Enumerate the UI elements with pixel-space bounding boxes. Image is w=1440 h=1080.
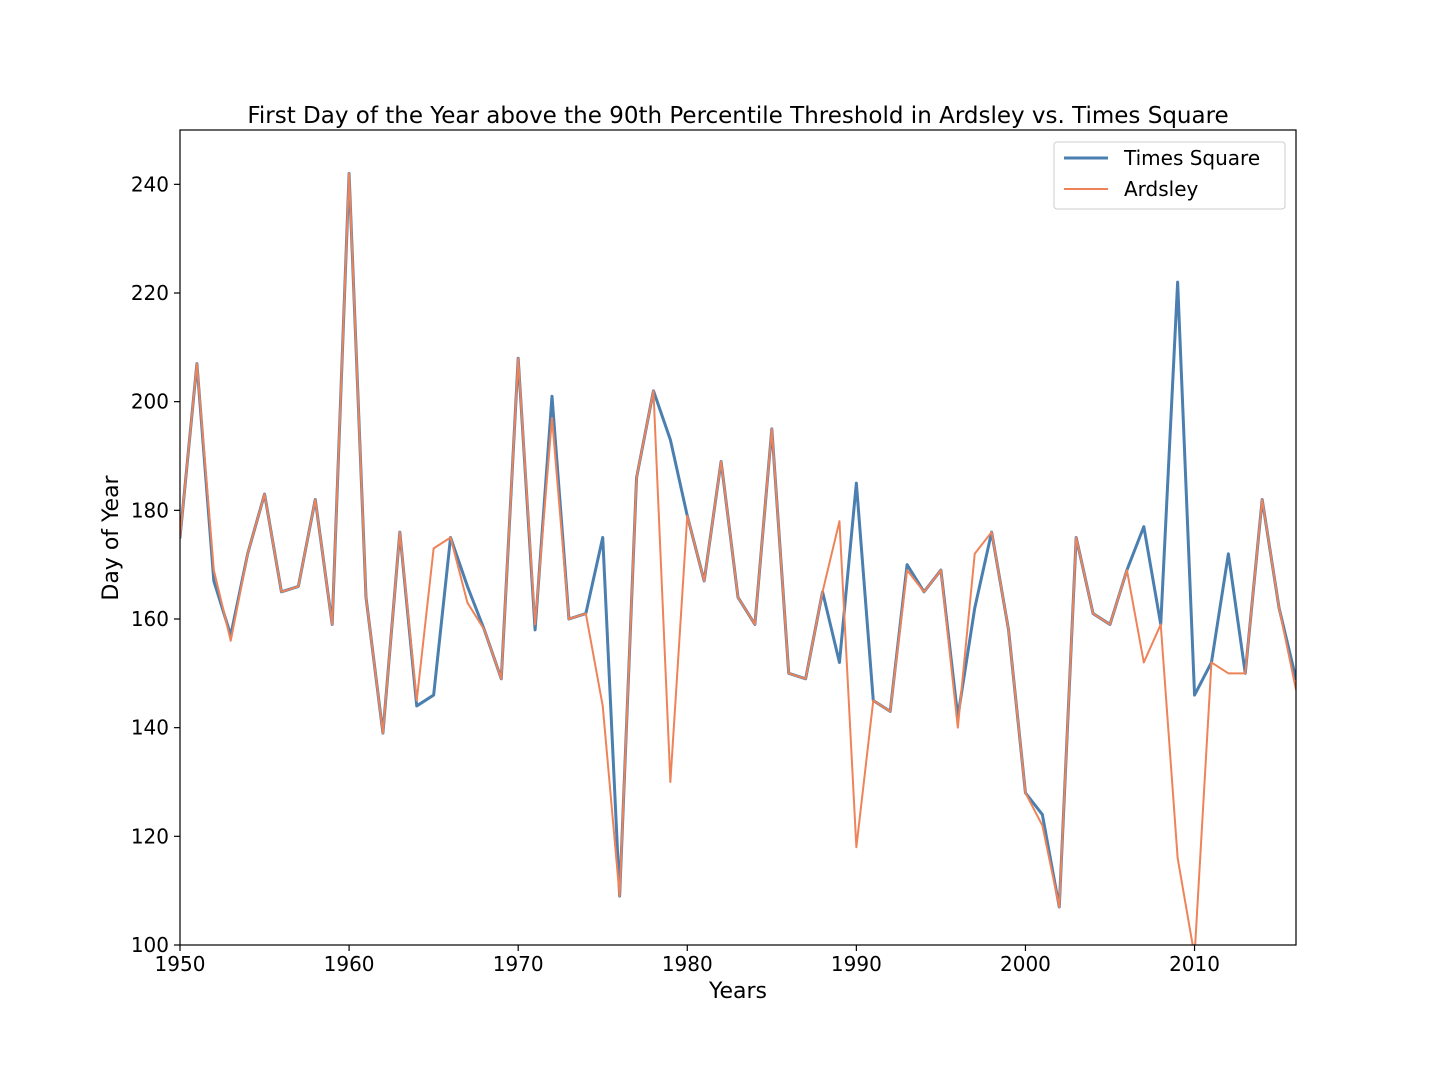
- x-tick-label: 1990: [831, 952, 882, 976]
- y-tick-label: 180: [131, 498, 169, 522]
- y-tick-label: 200: [131, 390, 169, 414]
- y-tick-label: 100: [131, 933, 169, 957]
- x-axis: 1950 1960 1970 1980 1990 2000 2010: [155, 945, 1220, 976]
- y-tick-label: 240: [131, 172, 169, 196]
- y-tick-label: 220: [131, 281, 169, 305]
- legend-label: Ardsley: [1124, 177, 1199, 201]
- series-line-0: [180, 171, 1296, 909]
- legend-box: [1053, 141, 1286, 210]
- y-tick-label: 160: [131, 607, 169, 631]
- y-axis: 100 120 140 160 180 200 220 240: [131, 172, 180, 957]
- x-tick-label: 2000: [1000, 952, 1051, 976]
- series-layer: [180, 171, 1296, 945]
- y-tick-label: 140: [131, 716, 169, 740]
- x-tick-label: 1960: [324, 952, 375, 976]
- x-axis-title: Years: [708, 979, 767, 1004]
- series-line-1: [180, 172, 1296, 945]
- x-tick-label: 1970: [493, 952, 544, 976]
- legend: Times Square Ardsley: [1053, 141, 1286, 210]
- x-tick-label: 1950: [155, 952, 206, 976]
- legend-label: Times Square: [1123, 146, 1260, 170]
- x-tick-label: 1980: [662, 952, 713, 976]
- chart-title: First Day of the Year above the 90th Per…: [247, 103, 1228, 129]
- plot-frame: [179, 129, 1297, 946]
- x-tick-label: 2010: [1169, 952, 1220, 976]
- y-axis-title: Day of Year: [99, 474, 124, 600]
- y-tick-label: 120: [131, 824, 169, 848]
